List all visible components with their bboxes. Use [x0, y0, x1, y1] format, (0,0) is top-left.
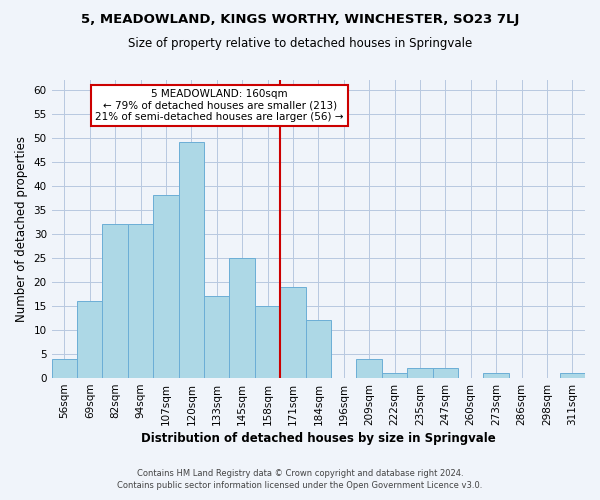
Bar	[52, 359, 77, 378]
Bar	[305, 320, 331, 378]
Bar	[433, 368, 458, 378]
Bar	[484, 374, 509, 378]
Bar	[77, 301, 103, 378]
Bar	[179, 142, 204, 378]
Bar	[204, 296, 229, 378]
Y-axis label: Number of detached properties: Number of detached properties	[15, 136, 28, 322]
Text: Size of property relative to detached houses in Springvale: Size of property relative to detached ho…	[128, 38, 472, 51]
Bar	[103, 224, 128, 378]
Bar	[356, 359, 382, 378]
Text: Contains HM Land Registry data © Crown copyright and database right 2024.
Contai: Contains HM Land Registry data © Crown c…	[118, 468, 482, 490]
Bar	[255, 306, 280, 378]
Bar	[229, 258, 255, 378]
Bar	[280, 286, 305, 378]
X-axis label: Distribution of detached houses by size in Springvale: Distribution of detached houses by size …	[141, 432, 496, 445]
Bar	[128, 224, 153, 378]
Bar	[560, 374, 585, 378]
Bar	[407, 368, 433, 378]
Bar	[382, 374, 407, 378]
Bar	[153, 196, 179, 378]
Text: 5 MEADOWLAND: 160sqm
← 79% of detached houses are smaller (213)
21% of semi-deta: 5 MEADOWLAND: 160sqm ← 79% of detached h…	[95, 89, 344, 122]
Text: 5, MEADOWLAND, KINGS WORTHY, WINCHESTER, SO23 7LJ: 5, MEADOWLAND, KINGS WORTHY, WINCHESTER,…	[81, 12, 519, 26]
